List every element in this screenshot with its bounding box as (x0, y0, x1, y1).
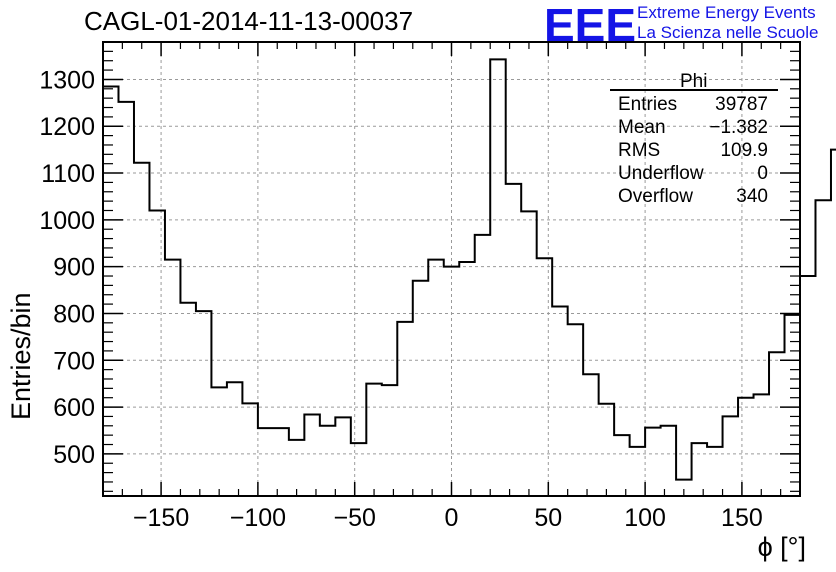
y-tick-label: 600 (53, 394, 95, 422)
y-tick-label: 1000 (39, 207, 95, 235)
chart-title: CAGL-01-2014-11-13-00037 (84, 6, 414, 36)
stats-label-overflow: Overflow (618, 186, 693, 207)
y-tick-label: 700 (53, 347, 95, 375)
x-tick-label: 50 (534, 504, 562, 532)
x-tick-label: 100 (624, 504, 666, 532)
stats-label-mean: Mean (618, 117, 666, 138)
eee-logo: EEE (544, 0, 637, 51)
x-tick-label: −100 (230, 504, 286, 532)
y-tick-label: 900 (53, 254, 95, 282)
y-tick-label: 1100 (41, 160, 95, 188)
y-tick-label: 800 (53, 300, 95, 328)
stats-value-underflow: 0 (757, 163, 768, 184)
stats-value-rms: 109.9 (720, 140, 768, 161)
x-tick-label: 0 (445, 504, 459, 532)
x-tick-label: −150 (133, 504, 189, 532)
tick-labels: −150 −100 −50 0 50 100 150 500 600 700 800 900 1000 1… (39, 66, 762, 532)
axis-ticks (102, 41, 801, 496)
stats-title: Phi (680, 71, 708, 92)
x-axis-label: ϕ [°] (757, 532, 806, 562)
y-tick-label: 1300 (39, 66, 95, 94)
stats-label-underflow: Underflow (618, 163, 704, 184)
y-tick-label: 500 (53, 441, 95, 469)
grid-lines (103, 42, 800, 496)
histogram-line (103, 58, 836, 481)
logo-line-1: Extreme Energy Events (637, 3, 816, 22)
y-tick-label: 1200 (39, 113, 95, 141)
stats-label-rms: RMS (618, 140, 661, 161)
stats-value-entries: 39787 (715, 94, 768, 115)
x-tick-label: 150 (721, 504, 763, 532)
logo-line-2: La Scienza nelle Scuole (637, 23, 819, 42)
stats-label-entries: Entries (618, 94, 678, 115)
x-tick-label: −50 (333, 504, 375, 532)
stats-value-mean: −1.382 (709, 117, 768, 138)
stats-value-overflow: 340 (736, 186, 768, 207)
